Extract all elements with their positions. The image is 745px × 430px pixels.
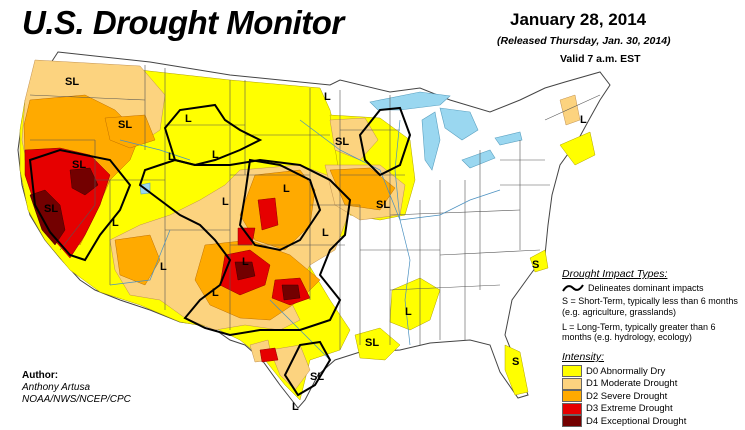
map-label-l: L	[580, 114, 587, 126]
map-label-sl: SL	[335, 136, 349, 148]
long-term-desc: L = Long-Term, typically greater than 6 …	[562, 322, 716, 343]
map-label-l: L	[242, 256, 249, 268]
map-label-l: L	[185, 113, 192, 125]
legend-label-d0: D0 Abnormally Dry	[586, 365, 666, 377]
author-heading: Author:	[22, 370, 59, 381]
legend-label-d4: D4 Exceptional Drought	[586, 415, 687, 427]
author-block: Author: Anthony Artusa NOAA/NWS/NCEP/CPC	[22, 370, 131, 406]
author-org: NOAA/NWS/NCEP/CPC	[22, 394, 131, 405]
map-label-l: L	[168, 151, 175, 163]
swatch-d0	[562, 365, 582, 378]
map-label-l: L	[292, 401, 299, 413]
d4-areas	[29, 167, 301, 301]
intensity-legend: Intensity: D0 Abnormally Dry D1 Moderate…	[562, 351, 742, 428]
map-label-sl: SL	[65, 76, 79, 88]
map-label-sl: SL	[44, 203, 58, 215]
release-note: (Released Thursday, Jan. 30, 2014)	[497, 35, 671, 47]
map-title: U.S. Drought Monitor	[22, 4, 344, 41]
legend-item-d0: D0 Abnormally Dry	[562, 365, 742, 378]
legend-label-d3: D3 Extreme Drought	[586, 403, 673, 415]
legend-item-d1: D1 Moderate Drought	[562, 377, 742, 391]
legend-item-d2: D2 Severe Drought	[562, 390, 742, 403]
map-label-l: L	[283, 183, 290, 195]
author-name: Anthony Artusa	[22, 382, 91, 393]
swatch-d3	[562, 402, 582, 415]
legend-label-d1: D1 Moderate Drought	[586, 378, 678, 390]
map-label-l: L	[222, 196, 229, 208]
impact-line-icon	[562, 284, 584, 292]
map-label-l: L	[405, 306, 412, 318]
map-label-sl: SL	[118, 119, 132, 131]
map-date: January 28, 2014	[510, 10, 647, 29]
legend-item-d3: D3 Extreme Drought	[562, 402, 742, 416]
map-label-s: S	[532, 259, 539, 271]
swatch-d4	[562, 415, 582, 428]
short-term-desc: S = Short-Term, typically less than 6 mo…	[562, 296, 738, 317]
map-label-s: S	[512, 356, 519, 368]
impact-line-label: Delineates dominant impacts	[588, 283, 704, 294]
swatch-d2	[562, 390, 582, 403]
swatch-d1	[562, 377, 582, 390]
map-label-l: L	[322, 227, 329, 239]
map-label-l: L	[112, 217, 119, 229]
map-label-l: L	[212, 149, 219, 161]
map-label-l: L	[324, 91, 331, 103]
intensity-heading: Intensity:	[562, 351, 605, 363]
valid-time: Valid 7 a.m. EST	[560, 53, 641, 65]
impact-types-legend: Drought Impact Types: Delineates dominan…	[562, 268, 742, 348]
impact-lines	[28, 103, 412, 397]
legend-label-d2: D2 Severe Drought	[586, 390, 668, 402]
map-label-sl: SL	[376, 199, 390, 211]
map-label-sl: SL	[365, 337, 379, 349]
map-label-l: L	[160, 261, 167, 273]
legend-item-d4: D4 Exceptional Drought	[562, 415, 742, 428]
map-label-sl: SL	[310, 371, 324, 383]
map-label-l: L	[212, 287, 219, 299]
map-label-sl: SL	[72, 159, 86, 171]
impact-types-heading: Drought Impact Types:	[562, 268, 668, 280]
